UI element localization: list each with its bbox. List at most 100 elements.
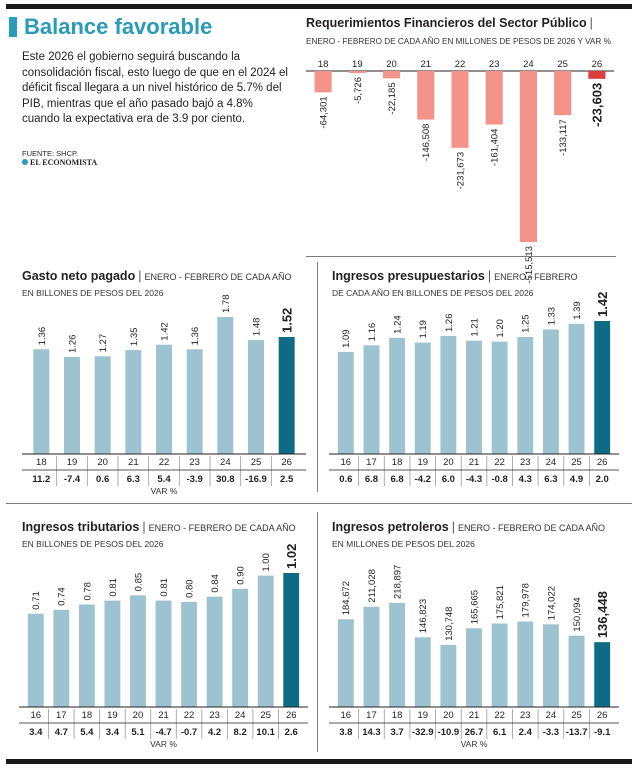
gasto-bar	[125, 350, 142, 454]
petrol-bar	[568, 635, 585, 707]
gasto-category-label: 18	[36, 457, 47, 468]
presup-bar	[568, 323, 585, 454]
petrol-title-text: Ingresos petroleros	[332, 520, 449, 534]
tribut-bar-value-label: 0.81	[159, 578, 170, 597]
gasto-category-label: 20	[97, 457, 108, 468]
petrol-bar	[337, 619, 354, 707]
presup-bar-value-label: 1.39	[572, 301, 583, 320]
rfsp-category-label: 24	[523, 59, 534, 70]
rfsp-bar-value-label: -64,301	[319, 96, 330, 128]
gasto-bar-value-label: 1.48	[251, 318, 262, 337]
tribut-var-value: -4.7	[155, 727, 171, 738]
petrol-bar	[466, 628, 482, 707]
petrol-category-label: 17	[366, 710, 377, 721]
tribut-var-value: 5.4	[80, 727, 94, 738]
gasto-title: Gasto neto pagado | ENERO - FEBRERO DE CAD…	[22, 269, 292, 283]
petrol-var-value: 3.8	[339, 727, 352, 738]
rfsp-category-label: 20	[386, 59, 397, 70]
tribut-bar-value-label: 1.02	[284, 544, 299, 569]
gasto-bar	[278, 337, 295, 454]
tribut-bar-value-label: 0.74	[57, 587, 68, 606]
gasto-var-value: 30.8	[216, 474, 235, 485]
tribut-bar-value-label: 0.80	[184, 579, 195, 598]
petrol-bar-value-label: 184,672	[341, 581, 352, 615]
gasto-bar-value-label: 1.42	[159, 322, 170, 341]
petrol-bar	[414, 637, 431, 707]
tribut-var-value: -0.7	[181, 727, 197, 738]
presup-category-label: 26	[597, 457, 608, 468]
petrol-bar	[517, 621, 534, 707]
tribut-bar-value-label: 0.71	[31, 591, 42, 610]
petrol-category-label: 20	[443, 710, 454, 721]
gasto-bar-value-label: 1.26	[67, 335, 78, 354]
petrol-bar	[389, 603, 406, 707]
presup-bar	[389, 337, 406, 454]
petrol-var-value: 3.7	[390, 727, 403, 738]
rfsp-title-text: Requerimientos Financieros del Sector Pú…	[306, 16, 587, 30]
presup-bar	[440, 335, 457, 454]
tribut-subtitle: EN BILLONES DE PESOS DEL 2026	[22, 539, 164, 549]
gasto-bar	[33, 349, 50, 454]
gasto-var-value: 0.6	[96, 474, 109, 485]
presup-category-label: 21	[469, 457, 480, 468]
gasto-category-label: 21	[128, 457, 139, 468]
presup-bar	[363, 345, 380, 454]
tribut-category-label: 24	[235, 710, 246, 721]
tribut-bar	[104, 600, 121, 707]
petrol-category-label: 24	[546, 710, 557, 721]
presup-bar-value-label: 1.21	[469, 318, 480, 337]
rfsp-category-label: 22	[455, 59, 466, 70]
tribut-bar-value-label: 0.81	[108, 578, 119, 597]
petrol-category-label: 22	[494, 710, 505, 721]
rfsp-bar	[348, 71, 366, 73]
gasto-var-value: -16.9	[245, 474, 267, 485]
presup-category-label: 18	[392, 457, 403, 468]
gasto-category-label: 25	[251, 457, 262, 468]
tribut-var-value: 4.7	[55, 727, 68, 738]
rfsp-bar-value-label: -515,513	[524, 246, 535, 284]
tribut-var-value: 2.6	[285, 727, 298, 738]
gasto-bar-value-label: 1.27	[98, 334, 109, 353]
petrol-var-value: 2.4	[519, 727, 533, 738]
petrol-subtitle: EN MILLONES DE PESOS DEL 2026	[332, 539, 475, 549]
tribut-bar	[78, 604, 95, 707]
presup-bar-value-label: 1.33	[546, 307, 557, 326]
gasto-var-value: 2.5	[280, 474, 294, 485]
gasto-bar	[248, 340, 264, 454]
tribut-category-label: 18	[82, 710, 93, 721]
gasto-var-value: -3.9	[186, 474, 202, 485]
headline-accent-mark	[9, 17, 17, 37]
tribut-bar	[27, 613, 44, 707]
gasto-category-label: 22	[159, 457, 170, 468]
gasto-var-caption: VAR %	[151, 486, 178, 496]
petrol-category-label: 21	[469, 710, 480, 721]
publisher-logo: EL ECONOMISTA	[22, 158, 97, 167]
petrol-title: Ingresos petroleros | ENERO - FEBRERO DE C…	[332, 520, 605, 534]
divider-mid	[6, 503, 632, 504]
gasto-category-label: 23	[189, 457, 200, 468]
petrol-category-label: 18	[392, 710, 403, 721]
rfsp-category-label: 19	[352, 59, 363, 70]
rfsp-bar	[417, 71, 435, 120]
rfsp-bar	[588, 71, 606, 79]
presup-var-value: 6.0	[442, 474, 455, 485]
rfsp-bar-value-label: -22,185	[387, 82, 398, 114]
petrol-bar-value-label: 130,748	[444, 607, 455, 641]
tribut-bar-value-label: 0.90	[236, 566, 247, 585]
gasto-bar	[217, 317, 234, 454]
tribut-category-label: 16	[30, 710, 41, 721]
petrol-var-value: -32.9	[412, 727, 434, 738]
presup-category-label: 20	[443, 457, 454, 468]
petrol-var-value: -10.9	[438, 727, 460, 738]
presup-category-label: 24	[546, 457, 557, 468]
intro-paragraph: Este 2026 el gobierno seguirá buscando l…	[22, 51, 288, 125]
tribut-bar	[155, 600, 172, 707]
tribut-bar	[53, 609, 70, 707]
presup-bar	[337, 351, 354, 454]
presup-var-value: -0.8	[491, 474, 507, 485]
petrol-category-label: 19	[417, 710, 428, 721]
bottom-rule	[6, 759, 632, 764]
